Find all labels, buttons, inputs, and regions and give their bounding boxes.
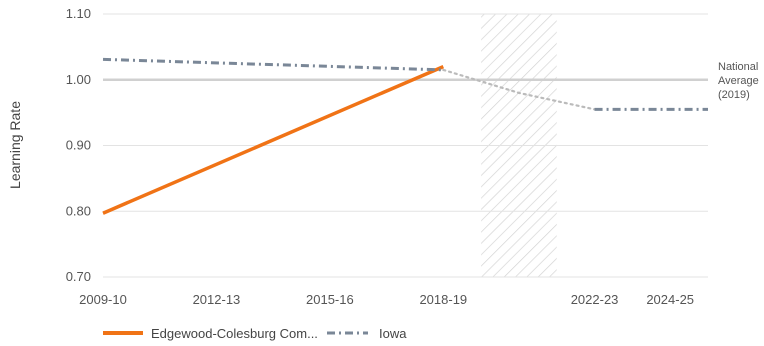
y-tick-label: 0.90 [66,138,91,153]
national-average-label: Average [718,75,759,87]
series-1-line [102,64,445,215]
x-tick-label: 2024-25 [646,292,694,307]
national-average-label: National [718,61,758,73]
x-tick-label: 2015-16 [306,292,354,307]
y-tick-label: 1.00 [66,72,91,87]
y-axis-title: Learning Rate [7,101,23,189]
x-tick-label: 2009-10 [79,292,127,307]
legend-label-2: Iowa [379,326,407,341]
national-average-label: (2019) [718,89,750,101]
x-tick-label: 2012-13 [193,292,241,307]
x-tick-label: 2022-23 [571,292,619,307]
y-tick-label: 0.80 [66,203,91,218]
y-tick-label: 1.10 [66,6,91,21]
series-2-line [102,57,444,72]
legend-label-1: Edgewood-Colesburg Com... [151,326,318,341]
x-tick-label: 2018-19 [419,292,467,307]
series-2-projection-line [442,68,596,111]
y-tick-label: 0.70 [66,269,91,284]
